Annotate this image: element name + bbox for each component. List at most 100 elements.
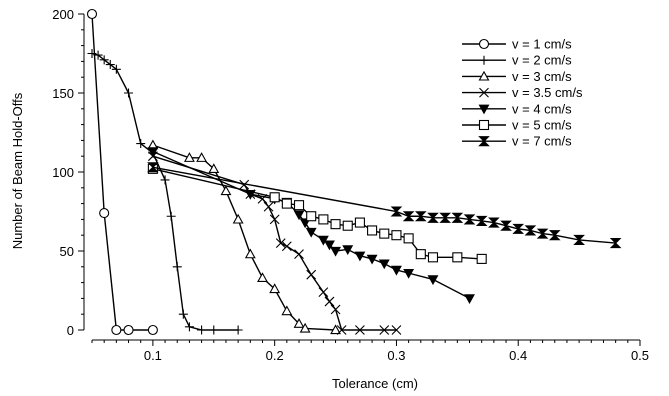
legend-item: v = 2 cm/s <box>462 53 572 68</box>
data-point-x <box>318 287 329 297</box>
data-point-bowtie <box>512 223 525 234</box>
series-line <box>152 150 470 300</box>
data-point-plus <box>136 139 146 149</box>
y-tick-label: 150 <box>52 86 74 101</box>
data-point-triangle <box>269 283 281 294</box>
legend-item: v = 5 cm/s <box>462 118 572 133</box>
data-point-plus <box>111 64 121 74</box>
data-point-square <box>403 233 414 244</box>
data-point-bowtie <box>451 212 464 223</box>
data-point-bowtie <box>548 230 561 241</box>
y-tick-label: 0 <box>67 323 74 338</box>
series-line <box>152 155 397 331</box>
data-point-x <box>330 304 341 315</box>
data-point-triangle <box>208 163 220 173</box>
data-point-circle <box>478 38 490 50</box>
data-point-square <box>415 249 426 260</box>
data-point-triangle <box>232 213 244 224</box>
series-line <box>91 13 153 331</box>
data-point-square <box>269 192 280 203</box>
legend-label: v = 4 cm/s <box>512 101 572 116</box>
data-point-x <box>269 214 280 225</box>
data-point-square <box>318 214 329 225</box>
data-point-triangle <box>478 70 490 81</box>
data-point-filled-triangle-down <box>342 245 354 256</box>
data-point-filled-triangle-down <box>305 227 317 238</box>
data-point-square <box>306 211 317 222</box>
data-point-square <box>391 230 402 241</box>
data-point-x <box>355 325 365 335</box>
plot-area <box>86 8 622 336</box>
data-point-circle <box>147 324 158 336</box>
legend: v = 1 cm/sv = 2 cm/sv = 3 cm/sv = 3.5 cm… <box>462 37 583 149</box>
series-5 <box>147 163 487 264</box>
data-point-x <box>336 325 347 335</box>
data-point-x <box>281 241 292 252</box>
data-point-square <box>367 225 378 236</box>
data-point-triangle <box>244 248 256 259</box>
legend-label: v = 3.5 cm/s <box>512 85 583 100</box>
data-point-bowtie <box>500 220 512 231</box>
data-point-square <box>281 198 292 209</box>
legend-label: v = 1 cm/s <box>512 37 572 52</box>
data-point-circle <box>86 8 98 20</box>
data-point-bowtie <box>536 228 549 239</box>
data-point-x <box>294 249 304 260</box>
data-point-triangle <box>196 152 208 162</box>
y-axis: 0 50 100 150 200 <box>52 7 85 338</box>
data-point-square <box>478 119 490 131</box>
x-tick-label: 0.1 <box>144 348 162 363</box>
data-point-bowtie <box>427 212 439 223</box>
data-point-square <box>330 219 341 230</box>
legend-label: v = 2 cm/s <box>512 53 572 68</box>
data-point-bowtie <box>439 212 451 223</box>
data-point-plus <box>105 60 115 70</box>
data-point-square <box>427 252 439 263</box>
data-point-bowtie <box>390 206 403 217</box>
data-point-triangle <box>281 305 293 316</box>
data-point-triangle <box>183 152 195 162</box>
data-point-plus <box>124 88 134 98</box>
legend-item: v = 3 cm/s <box>462 69 572 84</box>
data-point-bowtie <box>147 162 159 173</box>
data-point-triangle <box>299 322 311 333</box>
legend-item: v = 4 cm/s <box>462 101 572 116</box>
data-point-plus <box>99 55 109 65</box>
data-point-circle <box>123 324 134 336</box>
data-point-square <box>293 200 305 211</box>
series-4 <box>147 147 475 305</box>
legend-label: v = 3 cm/s <box>512 69 572 84</box>
data-point-filled-triangle-down <box>330 246 341 257</box>
data-point-filled-triangle-down <box>464 294 475 305</box>
series-1 <box>87 49 243 335</box>
data-point-x <box>479 87 489 98</box>
data-point-plus <box>184 322 194 332</box>
data-point-bowtie <box>573 234 585 245</box>
data-point-bowtie <box>488 217 500 228</box>
data-point-triangle <box>220 185 232 196</box>
series-6 <box>147 162 622 249</box>
data-point-x <box>239 179 250 190</box>
data-point-x <box>263 201 274 212</box>
data-point-circle <box>111 324 122 336</box>
series-3 <box>148 151 402 335</box>
data-point-circle <box>99 208 110 219</box>
data-point-plus <box>178 309 188 319</box>
data-point-filled-triangle-down <box>391 265 402 276</box>
x-tick-label: 0.2 <box>266 348 284 363</box>
data-point-bowtie <box>475 215 488 227</box>
data-point-plus <box>233 325 243 335</box>
data-point-bowtie <box>524 225 537 236</box>
data-point-filled-triangle-down <box>317 235 329 246</box>
data-point-x <box>391 325 402 335</box>
data-point-plus <box>87 49 97 58</box>
y-tick-label: 100 <box>52 165 74 180</box>
data-point-triangle <box>330 324 341 335</box>
data-point-plus <box>93 50 103 60</box>
data-point-x <box>324 296 335 307</box>
data-point-plus <box>197 325 207 335</box>
series-2 <box>147 139 341 335</box>
data-point-plus <box>479 55 489 65</box>
data-point-filled-triangle-down <box>354 251 366 262</box>
